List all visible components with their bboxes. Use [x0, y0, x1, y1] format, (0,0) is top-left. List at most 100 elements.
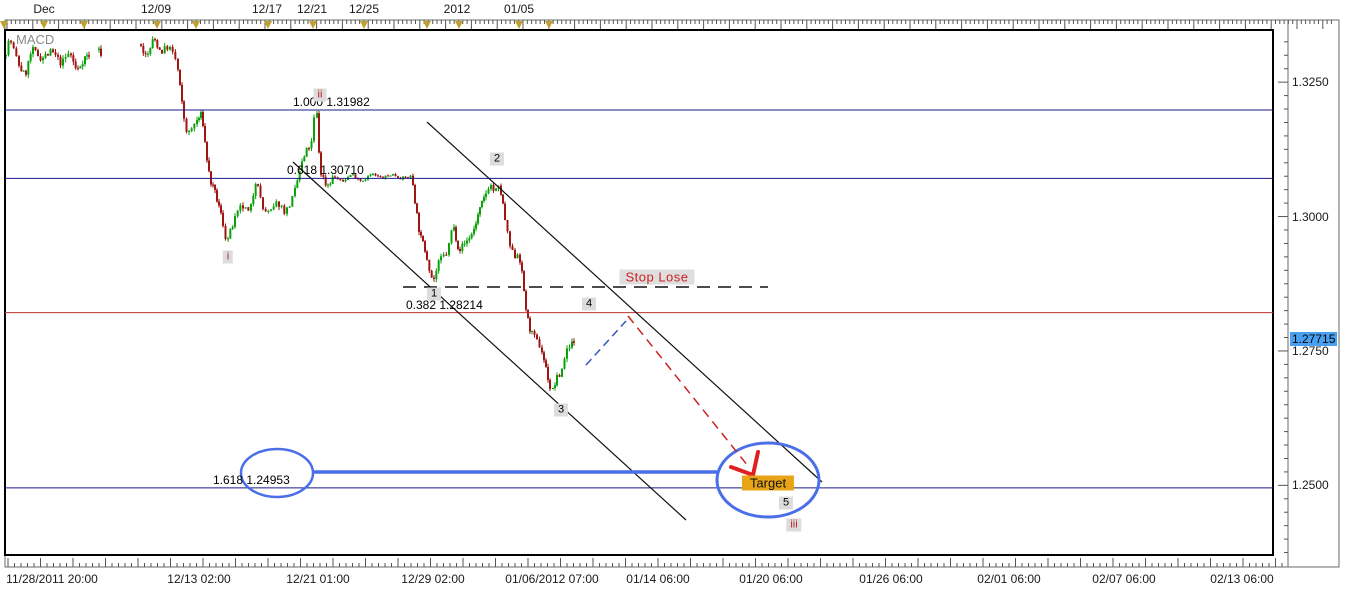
candle-body — [424, 241, 426, 252]
candle-body — [392, 174, 394, 176]
candle-body — [100, 48, 102, 56]
candle-body — [239, 205, 242, 211]
candle-body — [67, 53, 70, 58]
candle-body — [545, 360, 547, 367]
week-separator-icon — [153, 21, 161, 29]
candle-body — [529, 317, 531, 332]
candle-body — [566, 348, 568, 359]
candle-body — [229, 228, 232, 239]
candle-body — [98, 48, 100, 50]
candle-body — [27, 60, 30, 75]
candle-body — [270, 209, 272, 211]
candle-body — [344, 179, 347, 182]
candle-body — [144, 53, 147, 55]
candle-body — [384, 175, 387, 179]
candle-body — [324, 176, 327, 186]
top-ruler — [0, 20, 1332, 29]
candle-body — [156, 39, 159, 48]
candle-body — [288, 206, 291, 208]
candle-body — [252, 195, 255, 205]
candle-body — [216, 189, 218, 202]
candle-body — [154, 39, 156, 41]
candle-body — [88, 55, 90, 57]
candle-body — [20, 65, 23, 71]
candle-body — [342, 179, 344, 182]
candle-body — [409, 175, 412, 178]
bottom-ruler — [7, 558, 1283, 567]
candle-body — [283, 205, 286, 214]
candle-body — [39, 56, 42, 61]
candle-body — [222, 212, 224, 226]
candle-body — [196, 120, 198, 124]
candle-body — [470, 233, 473, 239]
candle-body — [190, 128, 193, 132]
candle-body — [242, 205, 244, 209]
candle-body — [504, 203, 506, 221]
candle-body — [77, 68, 79, 70]
candle-body — [442, 254, 445, 257]
candle-body — [487, 189, 490, 194]
candle-body — [140, 43, 142, 46]
candle-body — [331, 176, 334, 184]
candle-body — [185, 118, 188, 132]
candle-body — [294, 187, 296, 196]
candle-body — [339, 179, 342, 181]
candle-body — [527, 309, 529, 318]
candle-body — [568, 347, 571, 349]
candle-body — [224, 225, 227, 240]
candle-body — [32, 47, 34, 54]
candle-body — [10, 40, 12, 43]
candle-body — [416, 203, 418, 213]
candle-body — [181, 84, 183, 102]
blue-projection-dashed — [585, 320, 627, 366]
candle-body — [218, 201, 220, 206]
candle-body — [151, 39, 154, 49]
candle-body — [212, 184, 214, 186]
candle-body — [397, 176, 399, 178]
candle-body — [313, 117, 315, 142]
candle-body — [457, 240, 459, 250]
candle-body — [227, 238, 229, 240]
candle-body — [490, 184, 492, 190]
channel-lower-line — [292, 161, 687, 521]
candle-body — [516, 254, 519, 259]
right-ruler — [1278, 41, 1288, 554]
candle-body — [558, 374, 561, 377]
candle-body — [420, 231, 422, 236]
candle-body — [563, 358, 566, 369]
candle-body — [49, 49, 52, 56]
candle-body — [6, 55, 7, 57]
candle-body — [573, 341, 575, 343]
candle-body — [387, 175, 389, 177]
candle-body — [236, 210, 239, 217]
candle-body — [149, 48, 152, 54]
candle-body — [308, 148, 310, 150]
candle-body — [169, 46, 171, 50]
week-separator-icon — [309, 21, 317, 29]
candle-body — [220, 205, 222, 213]
window-frame — [4, 19, 1340, 568]
candle-body — [481, 201, 483, 208]
candle-body — [206, 141, 208, 161]
target-ellipse[interactable] — [715, 441, 821, 519]
candle-body — [158, 47, 161, 50]
candle-body — [362, 180, 364, 182]
candle-body — [86, 55, 88, 57]
candle-body — [15, 48, 18, 57]
week-separator-icon — [545, 21, 553, 29]
candle-body — [359, 179, 362, 181]
candle-body — [34, 47, 37, 51]
candle-body — [549, 379, 551, 390]
candle-body — [262, 197, 264, 209]
week-separator-icon — [423, 21, 431, 29]
candle-body — [37, 50, 39, 57]
week-separator-icon — [80, 21, 88, 29]
candle-body — [188, 131, 190, 133]
candle-body — [554, 385, 556, 388]
week-separator-icon — [360, 21, 368, 29]
origin-ellipse[interactable] — [239, 447, 315, 499]
candle-body — [571, 341, 573, 348]
candle-body — [210, 171, 212, 185]
candle-body — [412, 175, 414, 186]
